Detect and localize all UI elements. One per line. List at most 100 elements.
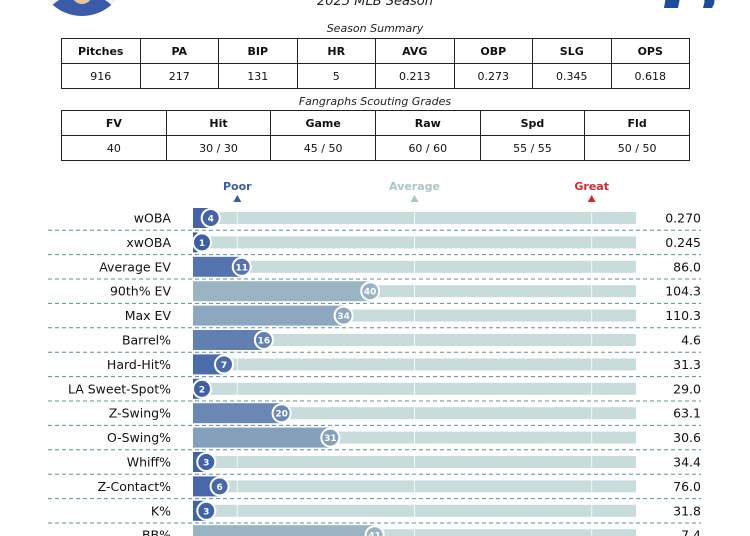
- summary-value: 0.618: [610, 63, 690, 89]
- scale-label-great: Great: [574, 180, 609, 193]
- season-summary-table: Pitches PA BIP HR AVG OBP SLG OPS 916 21…: [61, 38, 690, 89]
- metric-value: 4.6: [681, 333, 701, 348]
- metric-label: Barrel%: [122, 333, 171, 348]
- metric-label: Max EV: [125, 308, 172, 323]
- scale-marker-great: [587, 195, 596, 202]
- percentile-marker: [192, 378, 212, 399]
- scouting-grades-table: FV Hit Game Raw Spd Fld 40 30 / 30 45 / …: [61, 110, 690, 161]
- percentile-bar: [193, 427, 331, 448]
- player-headshot: [38, 0, 126, 16]
- percentile-label: 34: [337, 312, 350, 322]
- percentile-marker: [333, 305, 354, 326]
- metric-label: Z-Contact%: [98, 479, 171, 494]
- scouting-value: 50 / 50: [584, 135, 690, 161]
- percentile-bar: [193, 403, 282, 424]
- summary-header-row: Pitches PA BIP HR AVG OBP SLG OPS: [61, 38, 690, 64]
- metric-value: 104.3: [665, 284, 701, 299]
- scouting-value-row: 40 30 / 30 45 / 50 60 / 60 55 / 55 50 / …: [61, 135, 690, 161]
- percentile-bar: [193, 525, 375, 536]
- percentile-marker: [364, 525, 385, 536]
- percentile-bar: [193, 256, 242, 277]
- percentile-label: 6: [216, 483, 222, 493]
- metric-label: K%: [151, 503, 171, 518]
- summary-value: 217: [139, 63, 219, 89]
- scale-label-average: Average: [389, 180, 440, 193]
- percentile-label: 4: [208, 215, 214, 225]
- scouting-value: 60 / 60: [374, 135, 481, 161]
- metric-value: 29.0: [673, 381, 701, 396]
- metric-label: Hard-Hit%: [107, 357, 171, 372]
- summary-header: AVG: [375, 38, 455, 64]
- scouting-header: Raw: [374, 110, 481, 136]
- metric-value: 0.270: [665, 211, 701, 226]
- percentile-label: 3: [203, 459, 209, 469]
- percentile-bar: [193, 305, 344, 326]
- summary-value: 916: [61, 63, 141, 89]
- metric-value: 7.4: [681, 528, 701, 536]
- summary-value: 0.213: [375, 63, 455, 89]
- scale-marker-poor: [233, 195, 242, 202]
- percentile-marker: [360, 281, 381, 302]
- percentile-marker: [231, 256, 252, 277]
- scouting-header-row: FV Hit Game Raw Spd Fld: [61, 110, 690, 136]
- summary-value: 0.273: [453, 63, 533, 89]
- metric-label: Average EV: [99, 259, 171, 274]
- scouting-grades-title: Fangraphs Scouting Grades: [298, 95, 452, 108]
- scale-label-poor: Poor: [223, 180, 252, 193]
- percentile-marker: [200, 208, 221, 228]
- percentile-label: 3: [203, 507, 209, 517]
- percentile-bar: [193, 281, 371, 302]
- percentile-marker: [196, 500, 217, 521]
- scouting-value: 55 / 55: [479, 135, 586, 161]
- scouting-header: Spd: [479, 110, 586, 136]
- percentile-label: 7: [221, 361, 227, 371]
- percentile-marker: [271, 403, 292, 424]
- percentile-label: 16: [258, 337, 271, 347]
- metric-label: LA Sweet-Spot%: [68, 381, 171, 396]
- metric-value: 34.4: [673, 455, 701, 470]
- percentile-bar: [193, 330, 264, 350]
- metric-value: 31.3: [673, 357, 701, 372]
- scouting-value: 45 / 50: [270, 135, 376, 161]
- percentile-marker: [192, 232, 212, 253]
- metric-value: 30.6: [673, 430, 701, 445]
- percentile-marker: [209, 476, 230, 497]
- percentile-marker: [196, 452, 217, 472]
- metric-label: 90th% EV: [110, 284, 171, 299]
- percentile-label: 11: [235, 263, 248, 273]
- metric-value: 31.8: [673, 503, 701, 518]
- metric-label: xwOBA: [126, 235, 171, 250]
- percentile-marker: [214, 354, 235, 375]
- percentile-label: 40: [364, 288, 377, 298]
- metric-value: 0.245: [665, 235, 701, 250]
- summary-value: 0.345: [532, 63, 612, 89]
- percentile-marker: [253, 330, 274, 350]
- season-summary-title: Season Summary: [326, 22, 424, 35]
- summary-header: HR: [296, 38, 376, 64]
- metric-label: Whiff%: [127, 455, 171, 470]
- metric-value: 110.3: [665, 308, 701, 323]
- scouting-header: Fld: [584, 110, 690, 136]
- summary-value: 131: [218, 63, 298, 89]
- scouting-value: 30 / 30: [165, 135, 272, 161]
- metric-value: 76.0: [673, 479, 701, 494]
- percentile-label: 1: [199, 239, 205, 249]
- season-title: 2025 MLB Season: [317, 0, 433, 9]
- metric-label: BB%: [142, 528, 171, 536]
- summary-value-row: 916 217 131 5 0.213 0.273 0.345 0.618: [61, 63, 690, 89]
- percentile-label: 2: [199, 385, 205, 395]
- metric-label: O-Swing%: [107, 430, 171, 445]
- metric-value: 86.0: [673, 259, 701, 274]
- summary-header: OBP: [453, 38, 533, 64]
- metric-label: Z-Swing%: [109, 406, 171, 421]
- scale-marker-average: [410, 195, 419, 202]
- percentile-marker: [320, 427, 341, 448]
- summary-value: 5: [296, 63, 376, 89]
- percentile-label: 41: [368, 532, 381, 536]
- scouting-header: Game: [270, 110, 376, 136]
- team-logo: [664, 0, 715, 8]
- percentile-label: 20: [275, 410, 288, 420]
- metric-value: 63.1: [673, 406, 701, 421]
- percentile-label: 31: [324, 434, 337, 444]
